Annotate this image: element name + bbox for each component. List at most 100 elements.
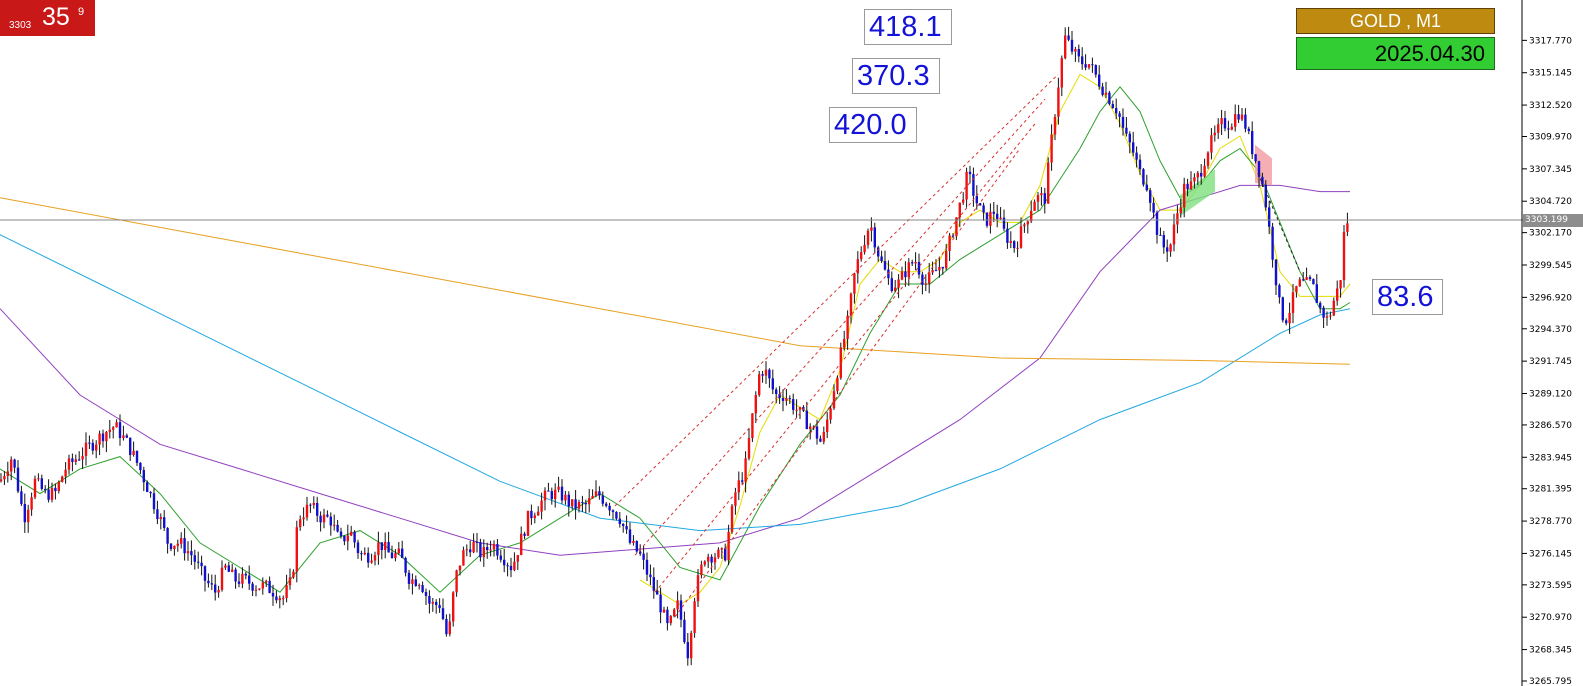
y-tick-label: 3315.145 bbox=[1529, 69, 1572, 79]
bear-candle bbox=[1081, 56, 1084, 65]
bear-candle bbox=[547, 490, 550, 492]
bear-candle bbox=[1244, 114, 1247, 129]
bull-candle bbox=[513, 561, 516, 571]
y-tick-label: 3312.520 bbox=[1529, 101, 1572, 111]
bull-candle bbox=[1074, 49, 1077, 52]
bull-candle bbox=[50, 487, 54, 500]
y-tick-label: 3299.545 bbox=[1529, 261, 1572, 271]
bull-candle bbox=[707, 556, 710, 562]
bull-candle bbox=[955, 217, 958, 237]
bull-candle bbox=[180, 538, 183, 544]
bear-candle bbox=[941, 266, 944, 269]
bear-candle bbox=[775, 389, 778, 394]
bull-candle bbox=[853, 273, 856, 294]
bear-candle bbox=[1278, 285, 1281, 298]
bull-candle bbox=[533, 515, 536, 519]
bull-candle bbox=[720, 548, 723, 550]
bull-candle bbox=[812, 426, 815, 428]
bull-candle bbox=[1064, 35, 1067, 59]
y-tick-label: 3265.795 bbox=[1529, 677, 1572, 686]
bear-candle bbox=[880, 256, 883, 262]
bear-candle bbox=[47, 489, 50, 500]
bear-candle bbox=[319, 515, 322, 523]
bear-candle bbox=[404, 557, 407, 573]
bear-candle bbox=[968, 171, 972, 175]
bull-candle bbox=[74, 459, 77, 462]
bull-candle bbox=[662, 609, 666, 613]
bull-candle bbox=[727, 531, 730, 561]
bear-candle bbox=[1274, 259, 1278, 286]
bear-candle bbox=[356, 542, 360, 554]
bear-candle bbox=[479, 542, 482, 558]
bear-candle bbox=[741, 480, 744, 482]
bull-candle bbox=[418, 585, 421, 587]
bull-candle bbox=[785, 398, 788, 401]
bull-candle bbox=[516, 555, 519, 562]
bull-candle bbox=[870, 227, 873, 231]
bear-candle bbox=[380, 542, 383, 551]
y-tick-label: 3317.770 bbox=[1529, 36, 1572, 46]
bear-candle bbox=[1322, 307, 1325, 318]
bull-candle bbox=[826, 419, 829, 433]
ma-cyan-line bbox=[0, 234, 1351, 532]
bear-candle bbox=[1223, 118, 1227, 129]
bull-candle bbox=[241, 573, 244, 584]
bear-candle bbox=[438, 605, 441, 609]
bear-candle bbox=[401, 548, 404, 558]
bull-candle bbox=[1183, 183, 1186, 208]
bull-candle bbox=[700, 564, 703, 576]
bear-candle bbox=[469, 549, 472, 553]
bear-candle bbox=[78, 459, 81, 461]
bull-candle bbox=[632, 541, 635, 543]
bull-candle bbox=[1203, 165, 1206, 177]
bull-candle bbox=[843, 338, 846, 348]
bear-candle bbox=[679, 600, 683, 620]
bull-candle bbox=[924, 283, 927, 285]
bear-candle bbox=[656, 590, 659, 595]
bull-candle bbox=[717, 549, 720, 558]
bull-candle bbox=[1295, 286, 1298, 293]
bear-candle bbox=[618, 518, 621, 524]
y-tick-label: 3278.770 bbox=[1529, 517, 1572, 527]
y-tick-label: 3304.720 bbox=[1529, 197, 1572, 207]
bull-candle bbox=[894, 287, 897, 292]
bear-candle bbox=[88, 442, 91, 444]
date-label: 2025.04.30 bbox=[1296, 37, 1495, 70]
bull-candle bbox=[288, 577, 292, 586]
bull-candle bbox=[458, 565, 462, 571]
bull-candle bbox=[1329, 315, 1332, 317]
bull-candle bbox=[0, 479, 3, 482]
bull-candle bbox=[1210, 135, 1213, 153]
bull-candle bbox=[224, 565, 227, 568]
ma-orange-line bbox=[0, 197, 1351, 365]
bear-candle bbox=[139, 462, 142, 471]
bull-candle bbox=[1332, 300, 1335, 316]
bear-candle bbox=[649, 574, 652, 578]
bull-candle bbox=[754, 395, 757, 414]
bear-candle bbox=[771, 378, 774, 390]
bear-candle bbox=[877, 247, 880, 257]
bull-candle bbox=[798, 407, 802, 410]
bear-candle bbox=[251, 583, 254, 591]
bear-candle bbox=[1013, 241, 1016, 249]
bear-candle bbox=[1257, 161, 1261, 177]
bear-candle bbox=[227, 565, 230, 572]
badge-price-prefix: 3303 bbox=[9, 20, 32, 31]
bull-candle bbox=[737, 480, 740, 493]
bear-candle bbox=[234, 569, 237, 582]
y-tick-label: 3289.120 bbox=[1529, 389, 1572, 399]
bear-candle bbox=[1006, 228, 1009, 243]
y-tick-label: 3302.170 bbox=[1529, 229, 1572, 239]
bull-candle bbox=[914, 261, 917, 264]
y-tick-label: 3268.345 bbox=[1529, 646, 1572, 656]
bear-candle bbox=[611, 510, 615, 512]
bear-candle bbox=[183, 538, 186, 554]
bull-candle bbox=[696, 575, 700, 602]
bull-candle bbox=[1305, 277, 1308, 281]
bull-candle bbox=[730, 505, 734, 532]
bear-candle bbox=[1281, 297, 1284, 321]
bear-candle bbox=[101, 433, 105, 442]
bear-candle bbox=[152, 493, 156, 510]
bull-candle bbox=[84, 442, 88, 456]
